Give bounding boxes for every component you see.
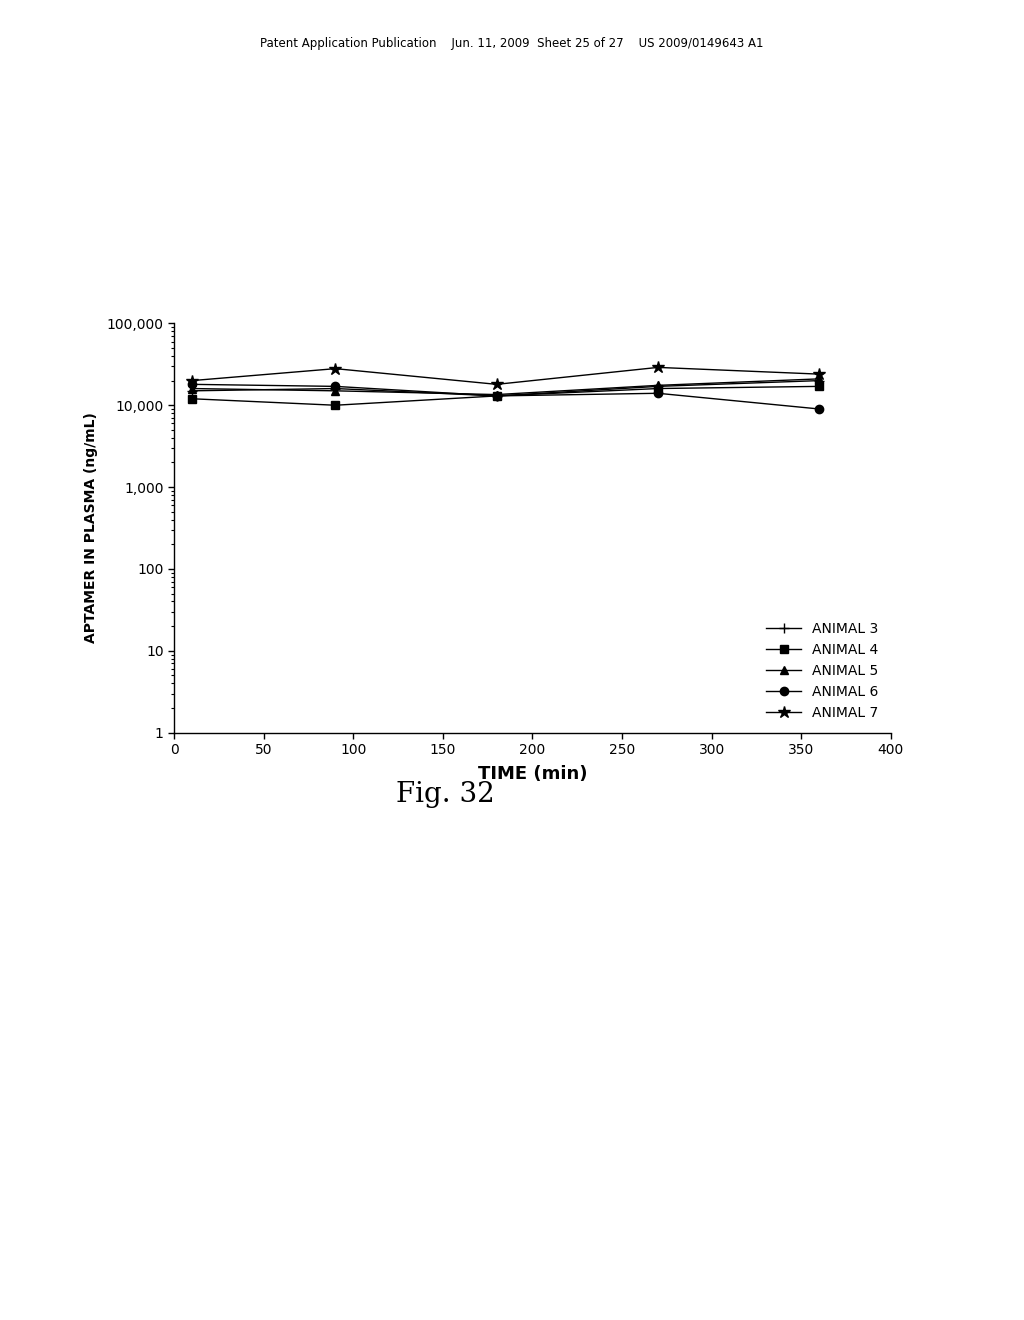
ANIMAL 7 [490,376,503,392]
ANIMAL 3 [330,380,342,396]
ANIMAL 6 [813,401,825,417]
ANIMAL 4 [490,388,503,404]
ANIMAL 4 [813,379,825,395]
Legend: ANIMAL 3, ANIMAL 4, ANIMAL 5, ANIMAL 6, ANIMAL 7: ANIMAL 3, ANIMAL 4, ANIMAL 5, ANIMAL 6, … [761,616,884,726]
ANIMAL 4 [330,397,342,413]
ANIMAL 5 [330,383,342,399]
ANIMAL 5 [186,380,199,396]
Text: Patent Application Publication    Jun. 11, 2009  Sheet 25 of 27    US 2009/01496: Patent Application Publication Jun. 11, … [260,37,764,50]
Line: ANIMAL 7: ANIMAL 7 [185,362,825,391]
ANIMAL 6 [490,388,503,404]
ANIMAL 4 [186,391,199,407]
X-axis label: TIME (min): TIME (min) [478,766,587,783]
ANIMAL 3 [651,379,664,395]
Line: ANIMAL 5: ANIMAL 5 [187,375,823,399]
ANIMAL 3 [813,372,825,388]
ANIMAL 5 [813,371,825,387]
ANIMAL 7 [186,372,199,388]
ANIMAL 7 [813,366,825,381]
ANIMAL 4 [651,380,664,396]
Line: ANIMAL 6: ANIMAL 6 [187,380,823,413]
Line: ANIMAL 4: ANIMAL 4 [187,383,823,409]
ANIMAL 6 [330,379,342,395]
ANIMAL 5 [651,378,664,393]
ANIMAL 3 [186,383,199,399]
ANIMAL 7 [330,360,342,376]
ANIMAL 5 [490,387,503,403]
ANIMAL 6 [186,376,199,392]
ANIMAL 6 [651,385,664,401]
ANIMAL 7 [651,359,664,375]
Line: ANIMAL 3: ANIMAL 3 [187,376,824,401]
ANIMAL 3 [490,388,503,404]
Text: Fig. 32: Fig. 32 [396,781,495,808]
Y-axis label: APTAMER IN PLASMA (ng/mL): APTAMER IN PLASMA (ng/mL) [84,413,98,643]
